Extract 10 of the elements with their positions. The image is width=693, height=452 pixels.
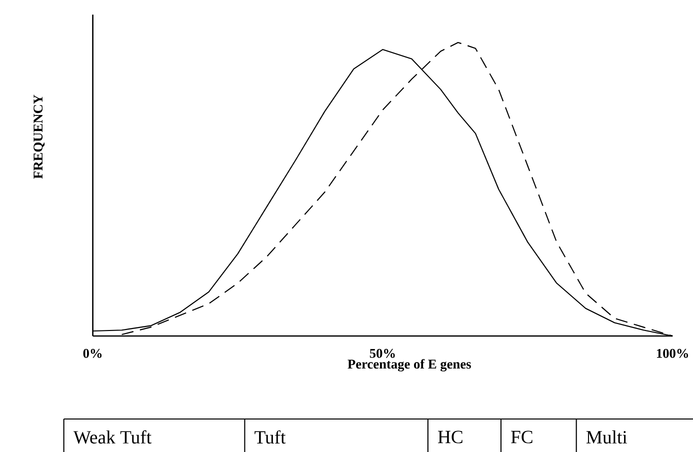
y-axis-title: FREQUENCY: [34, 94, 45, 179]
text: Tuft: [254, 430, 286, 444]
x-tick-label: 100%: [657, 348, 688, 358]
text: FC: [511, 430, 532, 444]
text: Weak Tuft: [73, 430, 152, 444]
x-axis-title: Percentage of E genes: [348, 359, 471, 372]
x-tick-label: 50%: [370, 348, 395, 358]
x-tick-label: 0%: [83, 348, 102, 358]
text: Multi: [586, 430, 628, 444]
text: HC: [438, 430, 462, 444]
